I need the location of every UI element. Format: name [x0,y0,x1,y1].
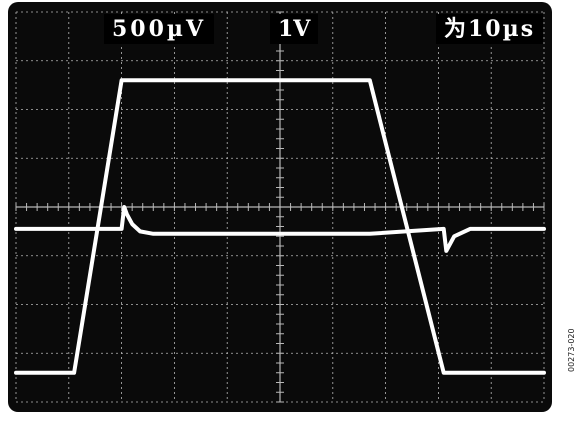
graticule [15,11,545,403]
figure-id: 00273-020 [567,328,576,372]
channel-2-scale-label: 1V [270,14,319,44]
channel-1-scale-label: 500µV [104,14,215,44]
scope-plot [14,11,546,403]
trace-series-2 [14,205,546,253]
trace-series-1 [14,78,546,375]
oscilloscope-screen: 500µV 1V 为10µs [8,2,552,412]
timebase-label: 为10µs [436,14,544,44]
traces [14,78,546,375]
